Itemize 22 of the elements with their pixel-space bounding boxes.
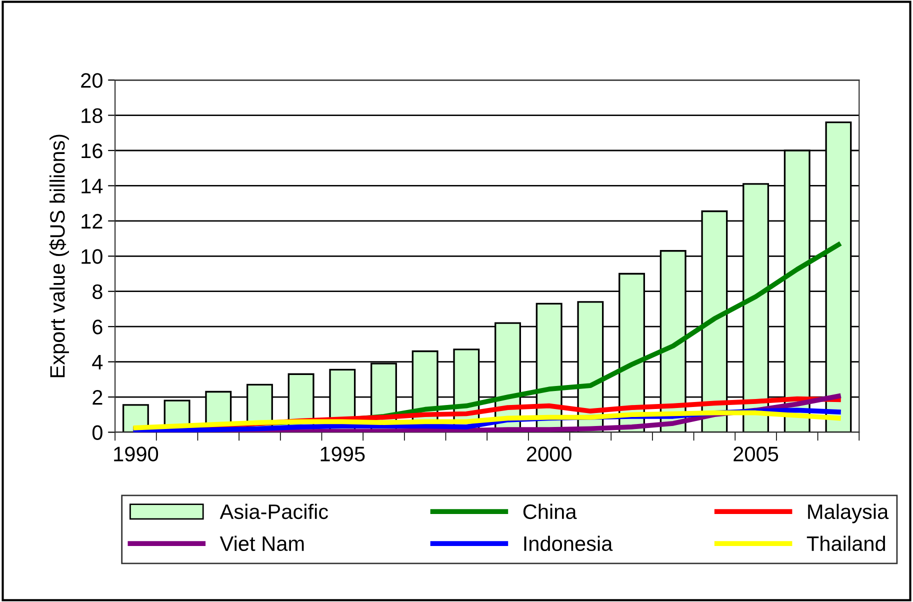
legend-label: Indonesia [524,536,613,552]
y-tick-label: 16 [82,144,102,158]
y-tick-label: 4 [92,355,103,370]
y-tick-label: 0 [92,425,102,440]
y-tick-label: 20 [81,73,102,88]
x-tick-label: 2000 [526,446,572,462]
legend-label: China [523,504,577,520]
x-tick-label: 1990 [114,446,158,462]
y-tick-label: 18 [82,108,102,124]
legend-label: Viet Nam [220,536,304,552]
y-tick-label: 12 [82,214,102,228]
y-tick-label: 14 [82,178,103,194]
x-tick-label: 2005 [734,446,778,462]
y-tick-label: 6 [92,320,102,334]
legend-label: Thailand [806,536,886,552]
y-tick-label: 10 [82,249,102,264]
y-tick-label: 2 [92,390,102,405]
y-tick-label: 8 [92,284,102,300]
y-axis-title: Export value ($US billions) [49,134,69,378]
legend-label: Malaysia [808,504,889,524]
legend-label: Asia-Pacific [220,504,328,520]
x-tick-label: 1995 [320,446,365,462]
